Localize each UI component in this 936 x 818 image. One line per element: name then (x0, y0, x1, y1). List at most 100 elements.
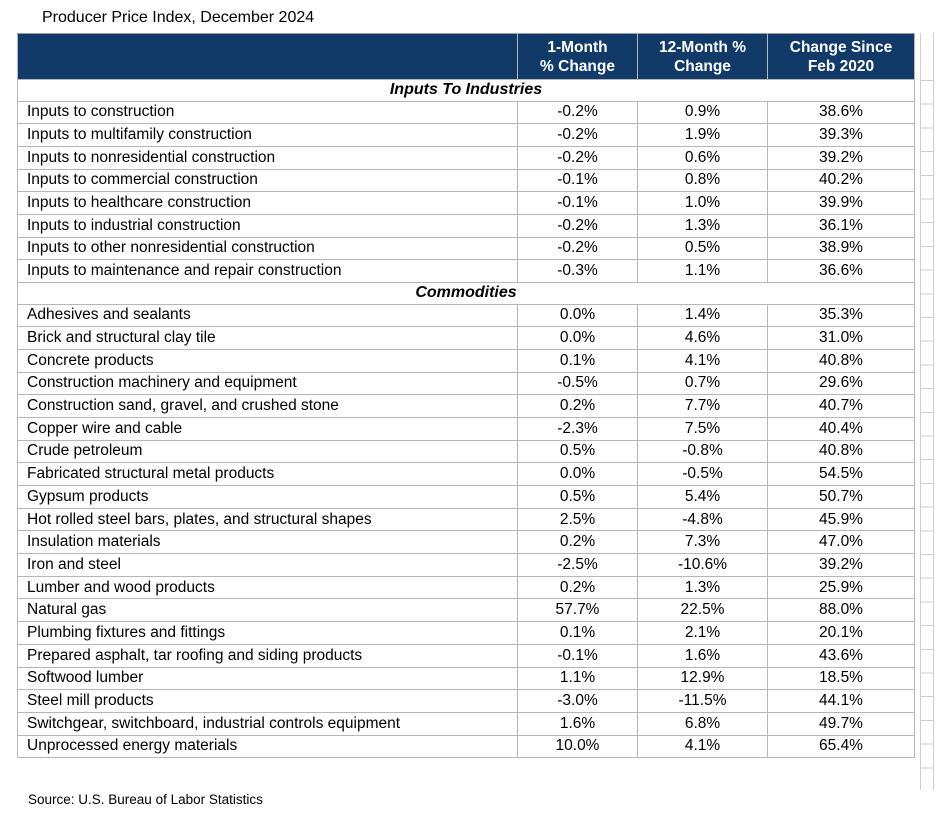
table-row: Construction machinery and equipment -0.5… (17, 371, 915, 396)
row-label: Softwood lumber (17, 666, 518, 691)
value-cell: 43.6% (767, 643, 915, 668)
row-label: Inputs to commercial construction (17, 168, 518, 193)
table-row: Insulation materials 0.2% 7.3% 47.0% (17, 530, 915, 555)
table-row: Plumbing fixtures and fittings 0.1% 2.1% 20… (17, 621, 915, 645)
row-label: Fabricated structural metal products (17, 462, 518, 486)
value-cell: 88.0% (767, 598, 915, 623)
table-row: Fabricated structural metal products 0.0%… (17, 462, 915, 486)
value-cell: 0.1% (517, 348, 638, 373)
value-cell: 7.3% (637, 530, 768, 555)
table-row: Inputs to industrial construction -0.2% 1.… (17, 213, 915, 238)
table-row: Lumber and wood products 0.2% 1.3% 25.9% (17, 575, 915, 600)
row-label: Inputs to nonresidential construction (17, 145, 518, 170)
row-label: Crude petroleum (17, 439, 518, 464)
row-label: Unprocessed energy materials (17, 734, 518, 759)
value-cell: 57.7% (517, 598, 638, 623)
table-row: Prepared asphalt, tar roofing and siding… (17, 643, 915, 668)
row-label: Iron and steel (17, 553, 518, 577)
value-cell: 0.0% (517, 303, 638, 328)
value-cell: 1.1% (517, 666, 638, 691)
table-row: Gypsum products 0.5% 5.4% 50.7% (17, 485, 915, 509)
value-cell: -0.2% (517, 236, 638, 261)
value-cell: 0.2% (517, 575, 638, 600)
table-row: Construction sand, gravel, and crushed s… (17, 394, 915, 418)
value-cell: 6.8% (637, 711, 768, 736)
table-row: Natural gas 57.7% 22.5% 88.0% (17, 598, 915, 623)
value-cell: -0.2% (517, 100, 638, 125)
table-row: Switchgear, switchboard, industrial cont… (17, 711, 915, 736)
table-row: Unprocessed energy materials 10.0% 4.1% 65.… (17, 734, 915, 759)
value-cell: 45.9% (767, 507, 915, 532)
source-note: Source: U.S. Bureau of Labor Statistics (28, 792, 263, 807)
section-row: Commodities (17, 282, 915, 305)
value-cell: 7.5% (637, 416, 768, 441)
value-cell: -0.1% (517, 168, 638, 193)
table-row: Inputs to nonresidential construction -0.… (17, 145, 915, 170)
value-cell: 40.8% (767, 348, 915, 373)
row-label: Insulation materials (17, 530, 518, 555)
table-row: Crude petroleum 0.5% -0.8% 40.8% (17, 439, 915, 464)
row-label: Lumber and wood products (17, 575, 518, 600)
header-line: 1-Month (547, 38, 608, 56)
table-row: Concrete products 0.1% 4.1% 40.8% (17, 348, 915, 373)
value-cell: 1.6% (517, 711, 638, 736)
row-label: Inputs to multifamily construction (17, 123, 518, 147)
value-cell: 31.0% (767, 326, 915, 350)
value-cell: 35.3% (767, 303, 915, 328)
value-cell: 40.7% (767, 394, 915, 418)
value-cell: -2.3% (517, 416, 638, 441)
value-cell: 49.7% (767, 711, 915, 736)
table-row: Inputs to other nonresidential construct… (17, 236, 915, 261)
value-cell: 5.4% (637, 485, 768, 509)
value-cell: 18.5% (767, 666, 915, 691)
value-cell: 1.4% (637, 303, 768, 328)
value-cell: 0.0% (517, 326, 638, 350)
value-cell: 0.2% (517, 394, 638, 418)
header-line: Change (674, 57, 731, 75)
table-row: Steel mill products -3.0% -11.5% 44.1% (17, 689, 915, 713)
value-cell: -4.8% (637, 507, 768, 532)
row-label: Adhesives and sealants (17, 303, 518, 328)
row-label: Concrete products (17, 348, 518, 373)
table-body: Inputs To Industries Inputs to constructi… (17, 79, 915, 759)
value-cell: 0.1% (517, 621, 638, 645)
value-cell: 0.2% (517, 530, 638, 555)
header-line: 12-Month % (659, 38, 746, 56)
value-cell: 2.5% (517, 507, 638, 532)
header-cell-12-month: 12-Month % Change (637, 33, 768, 80)
adjacent-column-sliver (920, 33, 934, 790)
table-row: Brick and structural clay tile 0.0% 4.6% 31… (17, 326, 915, 350)
value-cell: 20.1% (767, 621, 915, 645)
page-title: Producer Price Index, December 2024 (42, 9, 315, 26)
section-row: Inputs To Industries (17, 79, 915, 102)
value-cell: 1.6% (637, 643, 768, 668)
row-label: Switchgear, switchboard, industrial cont… (17, 711, 518, 736)
row-label: Prepared asphalt, tar roofing and siding… (17, 643, 518, 668)
value-cell: 44.1% (767, 689, 915, 713)
value-cell: 65.4% (767, 734, 915, 759)
value-cell: 4.6% (637, 326, 768, 350)
value-cell: 1.3% (637, 213, 768, 238)
value-cell: -10.6% (637, 553, 768, 577)
table-row: Softwood lumber 1.1% 12.9% 18.5% (17, 666, 915, 691)
value-cell: 39.9% (767, 191, 915, 215)
row-label: Copper wire and cable (17, 416, 518, 441)
value-cell: 10.0% (517, 734, 638, 759)
row-label: Brick and structural clay tile (17, 326, 518, 350)
value-cell: 4.1% (637, 348, 768, 373)
value-cell: 0.5% (517, 485, 638, 509)
value-cell: -0.8% (637, 439, 768, 464)
header-row: 1-Month % Change 12-Month % Change Chang… (17, 33, 915, 80)
value-cell: 39.3% (767, 123, 915, 147)
value-cell: 40.2% (767, 168, 915, 193)
value-cell: 1.0% (637, 191, 768, 215)
value-cell: 0.6% (637, 145, 768, 170)
value-cell: 54.5% (767, 462, 915, 486)
value-cell: -0.1% (517, 191, 638, 215)
header-line: Feb 2020 (807, 57, 875, 75)
table-row: Inputs to multifamily construction -0.2% 1… (17, 123, 915, 147)
table-row: Inputs to maintenance and repair constru… (17, 259, 915, 283)
value-cell: 50.7% (767, 485, 915, 509)
table-row: Copper wire and cable -2.3% 7.5% 40.4% (17, 416, 915, 441)
